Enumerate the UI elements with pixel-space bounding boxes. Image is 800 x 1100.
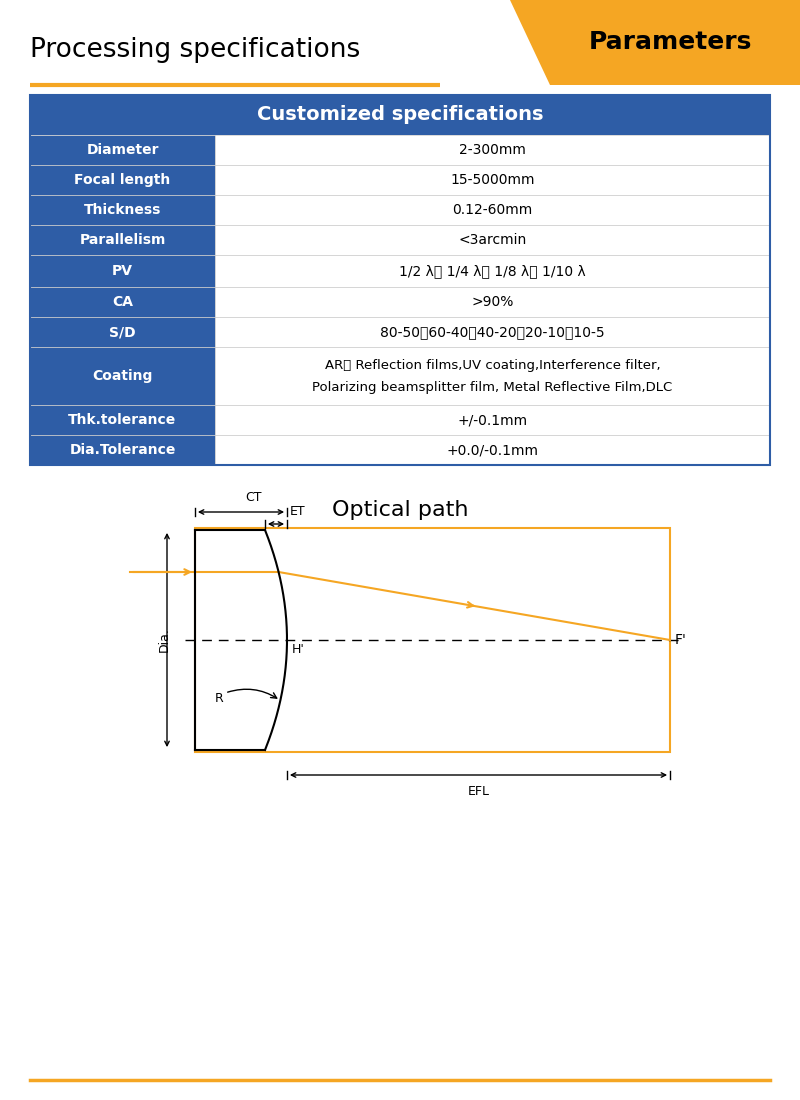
Text: EFL: EFL — [467, 785, 490, 798]
Text: Dia.: Dia. — [158, 628, 170, 652]
Bar — [215, 255, 770, 287]
Text: 0.12-60mm: 0.12-60mm — [452, 204, 533, 217]
Text: CA: CA — [112, 295, 133, 309]
Bar — [30, 226, 215, 255]
Text: Processing specifications: Processing specifications — [30, 37, 360, 63]
Text: H': H' — [292, 644, 305, 656]
Text: Diameter: Diameter — [86, 143, 158, 157]
Bar — [30, 135, 215, 165]
Bar — [215, 434, 770, 465]
Text: Customized specifications: Customized specifications — [257, 106, 543, 124]
Text: Parallelism: Parallelism — [79, 233, 166, 248]
Text: AR、 Reflection films,UV coating,Interference filter,: AR、 Reflection films,UV coating,Interfer… — [325, 360, 660, 373]
Bar — [30, 346, 215, 405]
Bar — [30, 317, 215, 346]
Text: 15-5000mm: 15-5000mm — [450, 173, 534, 187]
Bar — [215, 135, 770, 165]
Text: Optical path: Optical path — [332, 500, 468, 520]
Text: +0.0/-0.1mm: +0.0/-0.1mm — [446, 443, 538, 456]
Text: ET: ET — [290, 505, 306, 518]
Text: 80-50、60-40、40-20、20-10、10-5: 80-50、60-40、40-20、20-10、10-5 — [380, 324, 605, 339]
Bar — [30, 287, 215, 317]
Text: Coating: Coating — [92, 368, 153, 383]
Bar — [30, 195, 215, 226]
Text: Thickness: Thickness — [84, 204, 161, 217]
Bar — [215, 195, 770, 226]
Text: <3arcmin: <3arcmin — [458, 233, 526, 248]
Text: R: R — [215, 692, 224, 704]
Text: 2-300mm: 2-300mm — [459, 143, 526, 157]
Bar — [30, 95, 770, 135]
Bar — [215, 317, 770, 346]
Text: Focal length: Focal length — [74, 173, 170, 187]
Bar — [215, 226, 770, 255]
Bar — [30, 434, 215, 465]
Text: Dia.Tolerance: Dia.Tolerance — [70, 443, 176, 456]
Text: S/D: S/D — [109, 324, 136, 339]
Polygon shape — [510, 0, 800, 85]
Text: +/-0.1mm: +/-0.1mm — [458, 412, 527, 427]
Text: >90%: >90% — [471, 295, 514, 309]
Text: 1/2 λ、 1/4 λ、 1/8 λ、 1/10 λ: 1/2 λ、 1/4 λ、 1/8 λ、 1/10 λ — [399, 264, 586, 278]
Text: Parameters: Parameters — [588, 30, 752, 54]
Bar — [215, 287, 770, 317]
Bar — [215, 165, 770, 195]
Text: Thk.tolerance: Thk.tolerance — [68, 412, 177, 427]
Text: CT: CT — [246, 491, 262, 504]
Bar — [30, 255, 215, 287]
Bar — [30, 405, 215, 435]
Bar — [215, 405, 770, 435]
Bar — [215, 346, 770, 405]
Text: PV: PV — [112, 264, 133, 278]
Bar — [30, 165, 215, 195]
Text: Polarizing beamsplitter film, Metal Reflective Film,DLC: Polarizing beamsplitter film, Metal Refl… — [312, 382, 673, 395]
Bar — [195, 528, 670, 752]
Bar — [30, 95, 770, 465]
Text: F': F' — [675, 632, 687, 647]
